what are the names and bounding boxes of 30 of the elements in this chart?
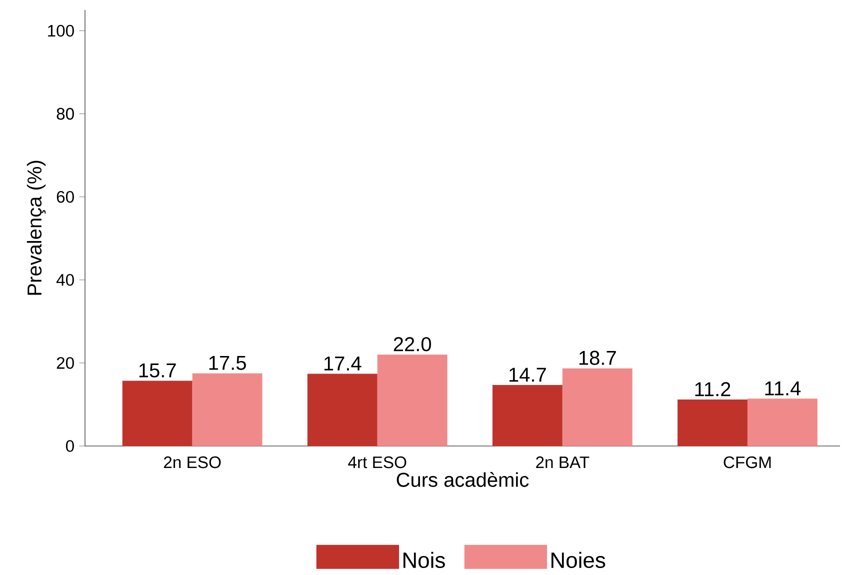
y-tick-label: 40: [56, 274, 74, 286]
y-tick-label: 60: [56, 190, 74, 203]
y-tick-label: 0: [66, 440, 74, 452]
data-label: 18.7: [579, 350, 616, 365]
y-axis-title: Prevalença (%): [26, 160, 46, 295]
bar: [562, 368, 632, 446]
data-label: 11.4: [765, 381, 801, 396]
data-label: 14.7: [510, 368, 546, 382]
y-tick-label: 80: [56, 108, 74, 120]
legend-label: Nois: [404, 552, 445, 568]
bar: [747, 398, 818, 446]
data-label: 17.4: [324, 356, 362, 370]
bar: [678, 399, 748, 446]
bar: [492, 384, 562, 446]
x-tick-label: CFGM: [724, 456, 771, 468]
x-tick-label: 2n ESO: [164, 456, 221, 468]
y-tick-label: 100: [48, 24, 74, 37]
legend-label: Noies: [552, 552, 606, 568]
bar: [122, 380, 192, 446]
bar: [192, 373, 262, 446]
x-tick-label: 2n BAT: [536, 456, 590, 468]
bar: [377, 354, 448, 446]
data-label: 15.7: [139, 363, 176, 378]
x-tick-label: 4rt ESO: [348, 456, 406, 468]
bar: [307, 374, 378, 446]
data-label: 17.5: [209, 356, 246, 370]
y-tick-label: 20: [56, 356, 74, 369]
data-label: 11.2: [695, 382, 730, 396]
x-axis-title: Curs acadèmic: [396, 472, 529, 487]
data-label: 22.0: [394, 337, 432, 352]
